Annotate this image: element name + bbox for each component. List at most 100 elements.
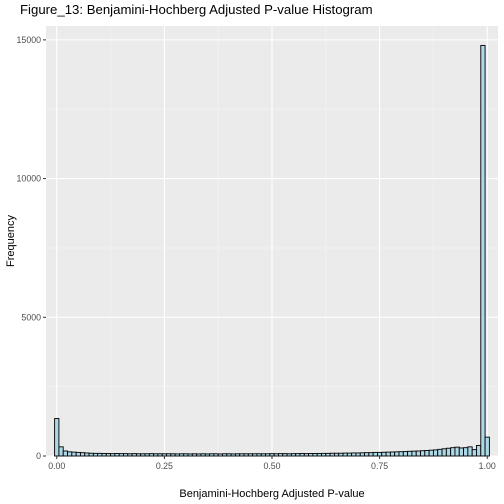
histogram-bar (295, 453, 301, 457)
histogram-bar (445, 447, 452, 457)
histogram-bar (286, 453, 292, 457)
histogram-bar (144, 453, 150, 457)
histogram-bar (321, 452, 327, 457)
histogram-bar (161, 453, 167, 457)
histogram-bar (290, 453, 297, 457)
chart-title: Figure_13: Benjamini-Hochberg Adjusted P… (20, 2, 373, 17)
histogram-bar (299, 453, 305, 457)
histogram-bar (273, 453, 279, 457)
histogram-bar (329, 452, 335, 457)
histogram-bar (67, 451, 73, 457)
histogram-bar (372, 451, 378, 457)
histogram-bar (402, 451, 409, 457)
y-axis: 0 5000 10000 15000 (17, 35, 46, 461)
histogram-bar (256, 453, 262, 457)
histogram-bar (476, 445, 482, 457)
histogram-bar (148, 453, 155, 457)
histogram-bar (114, 453, 120, 457)
histogram-bar (101, 453, 107, 457)
histogram-bar (471, 449, 477, 457)
histogram-bar (428, 449, 434, 457)
histogram-bar (118, 453, 124, 457)
y-tick-label: 5000 (21, 312, 41, 322)
histogram-bar (79, 452, 86, 457)
histogram-bar (278, 453, 284, 457)
histogram-bar (174, 453, 180, 457)
histogram-bar (424, 450, 430, 457)
histogram-bar (58, 446, 64, 457)
x-tick-label: 0.00 (48, 461, 65, 471)
histogram-bar (333, 452, 340, 457)
y-tick-label: 10000 (17, 174, 42, 184)
histogram-bar (204, 453, 211, 457)
histogram-bar (239, 453, 245, 457)
histogram-bar (183, 453, 189, 457)
histogram-bar (458, 447, 465, 457)
histogram-bar (467, 446, 473, 457)
histogram-bar (84, 452, 90, 457)
histogram-bar (359, 452, 366, 457)
histogram-bar (441, 448, 447, 457)
x-tick-label: 1.00 (479, 461, 496, 471)
histogram-bar (123, 453, 129, 457)
histogram-bar (398, 451, 404, 457)
histogram-bar (252, 453, 258, 457)
x-tick-label: 0.25 (156, 461, 173, 471)
histogram-bar (243, 453, 249, 457)
histogram-bar (282, 453, 288, 457)
histogram-bar (54, 418, 60, 457)
x-tick-label: 0.75 (371, 461, 388, 471)
histogram-bar (153, 453, 159, 457)
histogram-bar (269, 453, 275, 457)
histogram-bar (385, 451, 391, 457)
histogram-bar (303, 453, 310, 457)
histogram-bar (265, 453, 271, 457)
histogram-bar (342, 452, 348, 457)
histogram-bar (209, 453, 215, 457)
histogram-bars (54, 44, 490, 457)
x-tick-label: 0.50 (263, 461, 280, 471)
histogram-bar (381, 451, 387, 457)
histogram-bar (213, 453, 219, 457)
histogram-bar (411, 450, 417, 457)
histogram-bar (480, 44, 486, 457)
histogram-bar (178, 453, 185, 457)
y-tick-label: 0 (36, 451, 41, 461)
histogram-bar (247, 453, 254, 457)
histogram-bar (394, 451, 400, 457)
histogram-bar (75, 451, 81, 457)
histogram-bar (355, 452, 361, 457)
histogram-bar (437, 448, 443, 457)
x-axis: 0.00 0.25 0.50 0.75 1.00 (48, 456, 496, 471)
y-axis-label: Frequency (5, 215, 17, 267)
histogram-bar (420, 450, 426, 457)
histogram-bar (62, 450, 68, 457)
histogram-bar (226, 453, 232, 457)
histogram-bar (187, 453, 193, 457)
histogram-bar (338, 452, 344, 457)
histogram-bar (135, 453, 142, 457)
histogram-bar (110, 453, 116, 457)
histogram-bar (200, 453, 206, 457)
histogram-bar (127, 453, 133, 457)
histogram-bar (389, 451, 396, 457)
histogram-bar (170, 453, 176, 457)
histogram-bar (316, 453, 322, 457)
histogram-bar (364, 452, 370, 457)
histogram-bar (230, 453, 236, 457)
histogram-bar (88, 452, 94, 457)
histogram-bar (463, 447, 469, 457)
histogram-bar (407, 450, 413, 457)
histogram-bar (196, 453, 202, 457)
histogram-bar (312, 453, 318, 457)
histogram-bar (234, 453, 241, 457)
histogram-bar (140, 453, 146, 457)
histogram-bar (217, 453, 223, 457)
histogram-bar (166, 453, 172, 457)
histogram-bar (454, 446, 460, 457)
histogram-bar (97, 452, 103, 457)
histogram-bar (325, 452, 331, 457)
histogram-bar (260, 453, 266, 457)
histogram-bar (432, 449, 439, 457)
